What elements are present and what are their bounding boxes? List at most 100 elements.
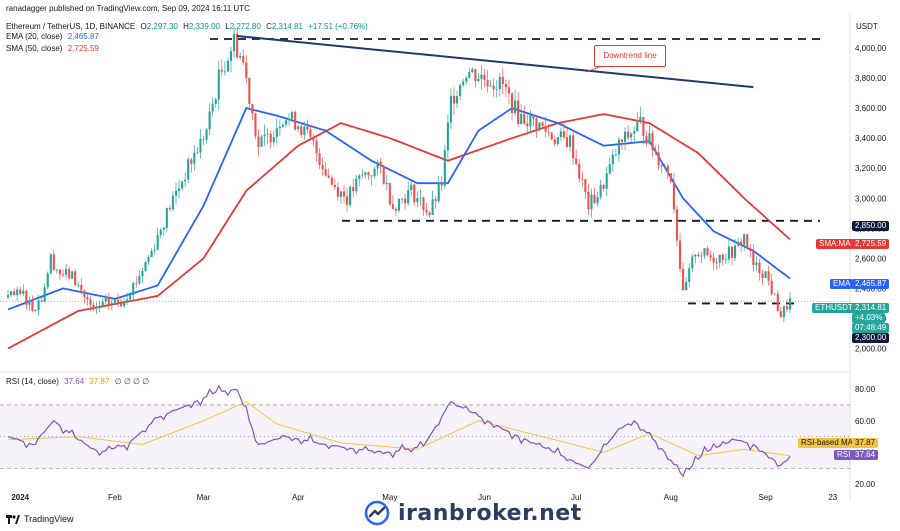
- candle-body: [232, 33, 236, 52]
- candle-body: [718, 254, 721, 263]
- candle-body: [37, 300, 40, 310]
- candle-body: [480, 74, 483, 80]
- candle-body: [700, 255, 703, 257]
- tradingview-logo[interactable]: TradingView: [6, 514, 74, 524]
- symbol-line: Ethereum / TetherUS, 1D, BINANCE O2,297.…: [6, 22, 368, 32]
- candle-body: [504, 84, 507, 88]
- candle-body: [58, 269, 61, 275]
- candle-body: [428, 212, 431, 215]
- candle-body: [550, 132, 553, 140]
- candle-body: [526, 123, 529, 127]
- candle-body: [688, 268, 691, 282]
- candle-body: [721, 254, 724, 261]
- candle-body: [132, 283, 135, 296]
- candle-body: [31, 301, 34, 312]
- candle-body: [785, 306, 789, 310]
- level-high-tag: 2,850.00: [852, 221, 890, 231]
- candle-body: [394, 208, 398, 211]
- candle-body: [352, 186, 355, 192]
- currency-label[interactable]: USDT: [856, 22, 878, 31]
- candle-body: [150, 250, 153, 258]
- candle-body: [147, 257, 150, 262]
- candle-body: [229, 51, 233, 61]
- candle-body: [196, 152, 199, 154]
- downtrend-line: [237, 35, 754, 89]
- tradingview-icon: [6, 514, 20, 524]
- candle-body: [223, 71, 226, 73]
- candle-body: [71, 271, 74, 279]
- candle-body: [752, 250, 755, 265]
- candle-body: [694, 254, 697, 257]
- candle-body: [703, 248, 706, 256]
- candle-body: [107, 297, 110, 305]
- candle-body: [706, 248, 709, 256]
- candle-body: [727, 246, 730, 260]
- candle-body: [666, 165, 669, 174]
- candle-body: [483, 74, 486, 80]
- candle-body: [648, 133, 651, 144]
- candle-body: [358, 175, 361, 179]
- candle-body: [608, 164, 611, 174]
- candle-body: [364, 172, 367, 175]
- candle-body: [162, 227, 165, 230]
- time-tick-label: 2024: [11, 493, 29, 502]
- candle-body: [770, 280, 773, 295]
- candle-body: [520, 113, 523, 124]
- price-tick-label: 3,200.00: [855, 164, 887, 173]
- candle-body: [168, 207, 171, 210]
- sma-tag-label: SMA:MA: [816, 239, 854, 249]
- brand-logo-icon: [364, 500, 390, 526]
- watermark-brand: iranbroker.net: [364, 500, 582, 526]
- price-tick-label: 3,600.00: [855, 104, 887, 113]
- candle-body: [306, 126, 309, 130]
- candle-body: [507, 87, 511, 94]
- candle-body: [104, 297, 107, 302]
- candle-body: [672, 181, 675, 210]
- rsi-tick-label: 20.00: [855, 480, 876, 489]
- candle-body: [544, 125, 547, 132]
- candle-body: [715, 262, 718, 264]
- candle-body: [74, 271, 77, 286]
- candle-body: [755, 262, 758, 265]
- candle-body: [355, 178, 358, 192]
- candle-body: [660, 165, 663, 167]
- sma50-line: [7, 113, 791, 350]
- sma-legend[interactable]: SMA (50, close) 2,725.59: [6, 44, 99, 54]
- candle-body: [367, 172, 370, 176]
- candle-body: [590, 194, 593, 210]
- ohlc-change: +17.51 (+0.76%): [308, 22, 368, 31]
- candle-body: [425, 209, 428, 213]
- candle-body: [440, 182, 443, 186]
- candle-body: [294, 111, 297, 130]
- candle-body: [599, 184, 602, 197]
- candle-body: [272, 137, 275, 143]
- last-price-tag: 2,314.81: [852, 303, 890, 313]
- ema-legend[interactable]: EMA (20, close) 2,465.87: [6, 32, 99, 42]
- candle-body: [281, 124, 284, 127]
- candle-body: [312, 136, 315, 141]
- candle-body: [737, 241, 740, 246]
- candle-body: [153, 249, 156, 251]
- rsi-tag-label: RSI: [834, 450, 854, 460]
- candle-body: [477, 79, 480, 82]
- rsi-tag-value: 37.64: [852, 450, 879, 460]
- symbol-tag: ETHUSDT: [812, 303, 856, 313]
- ohlc-c-value: 2,314.81: [271, 22, 303, 31]
- candle-body: [92, 304, 95, 308]
- candle-body: [123, 301, 126, 307]
- rsi-ma-legend-value: 37.87: [89, 377, 110, 386]
- candle-body: [645, 135, 648, 144]
- price-tick-label: 3,800.00: [855, 74, 887, 83]
- candle-body: [181, 181, 184, 189]
- time-tick-label: Sep: [758, 493, 773, 502]
- candle-body: [767, 271, 770, 281]
- candle-body: [236, 33, 239, 58]
- ohlc-l-value: 2,272.80: [229, 22, 261, 31]
- candle-body: [474, 69, 477, 82]
- symbol-title[interactable]: Ethereum / TetherUS, 1D, BINANCE: [6, 22, 136, 31]
- candle-body: [55, 269, 58, 271]
- rsi-ma-tag-label: RSI-based MA: [798, 438, 857, 448]
- rsi-legend[interactable]: RSI (14, close) 37.64 37.87 ∅ ∅ ∅ ∅: [6, 377, 149, 387]
- candle-body: [263, 134, 266, 137]
